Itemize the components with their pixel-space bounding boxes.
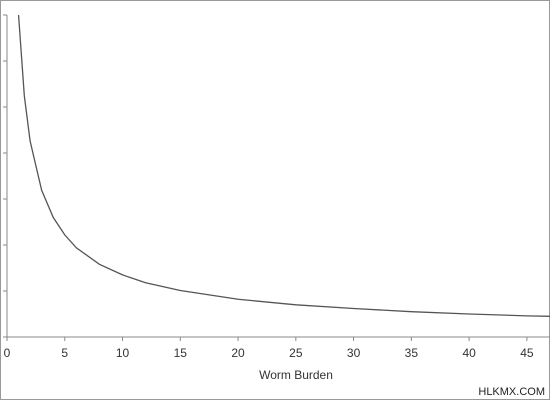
x-tick-label: 30 [347, 346, 361, 360]
x-tick-label: 15 [174, 346, 188, 360]
watermark: HLKMX.COM [478, 386, 545, 398]
line-series [17, 14, 550, 317]
x-axis-title: Worm Burden [259, 368, 333, 382]
x-tick-label: 0 [4, 346, 11, 360]
x-tick-label: 40 [462, 346, 476, 360]
x-tick-label: 10 [116, 346, 130, 360]
x-tick-label: 25 [289, 346, 303, 360]
x-tick-label: 35 [405, 346, 419, 360]
x-tick-label: 5 [61, 346, 68, 360]
x-tick-label: 45 [520, 346, 534, 360]
x-tick-label: 20 [231, 346, 245, 360]
